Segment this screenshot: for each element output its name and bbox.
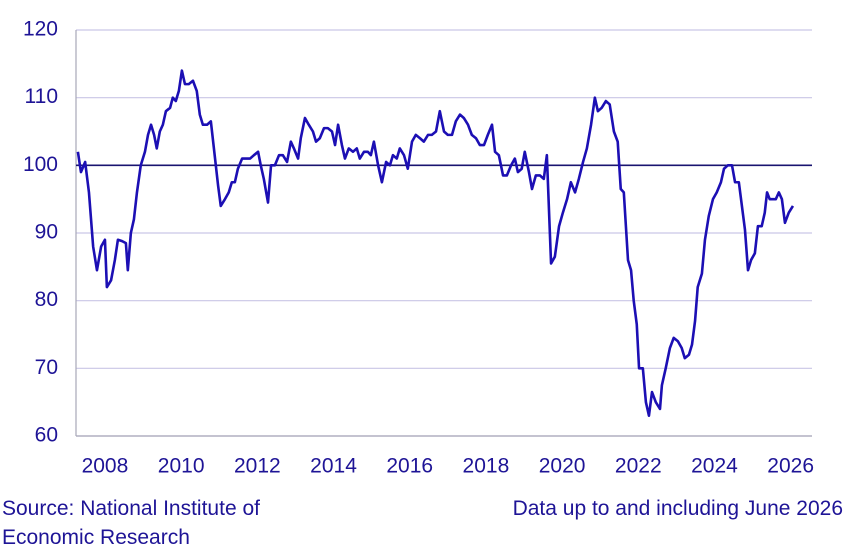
data-note: Data up to and including June 2026 [512, 497, 843, 520]
x-tick-label: 2024 [691, 455, 738, 478]
x-tick-label: 2020 [539, 455, 586, 478]
x-tick-label: 2008 [82, 455, 129, 478]
x-tick-label: 2026 [767, 455, 814, 478]
x-tick-label: 2022 [615, 455, 662, 478]
x-tick-label: 2012 [234, 455, 281, 478]
x-tick-label: 2014 [310, 455, 357, 478]
y-tick-label: 70 [35, 356, 58, 379]
y-tick-label: 80 [35, 288, 58, 311]
source-note: Source: National Institute of Economic R… [2, 497, 260, 549]
y-tick-label: 100 [23, 153, 58, 176]
data-line [76, 69, 795, 417]
y-tick-label: 110 [25, 85, 58, 108]
chart: 60 70 80 90 100 110 120 2008 2010 2012 2014 2016 201… [23, 18, 814, 478]
y-tick-label: 120 [23, 18, 58, 41]
x-tick-label: 2016 [386, 455, 433, 478]
x-tick-label: 2018 [463, 455, 510, 478]
y-tick-label: 60 [35, 424, 58, 447]
y-tick-label: 90 [35, 221, 58, 244]
x-tick-label: 2010 [158, 455, 205, 478]
